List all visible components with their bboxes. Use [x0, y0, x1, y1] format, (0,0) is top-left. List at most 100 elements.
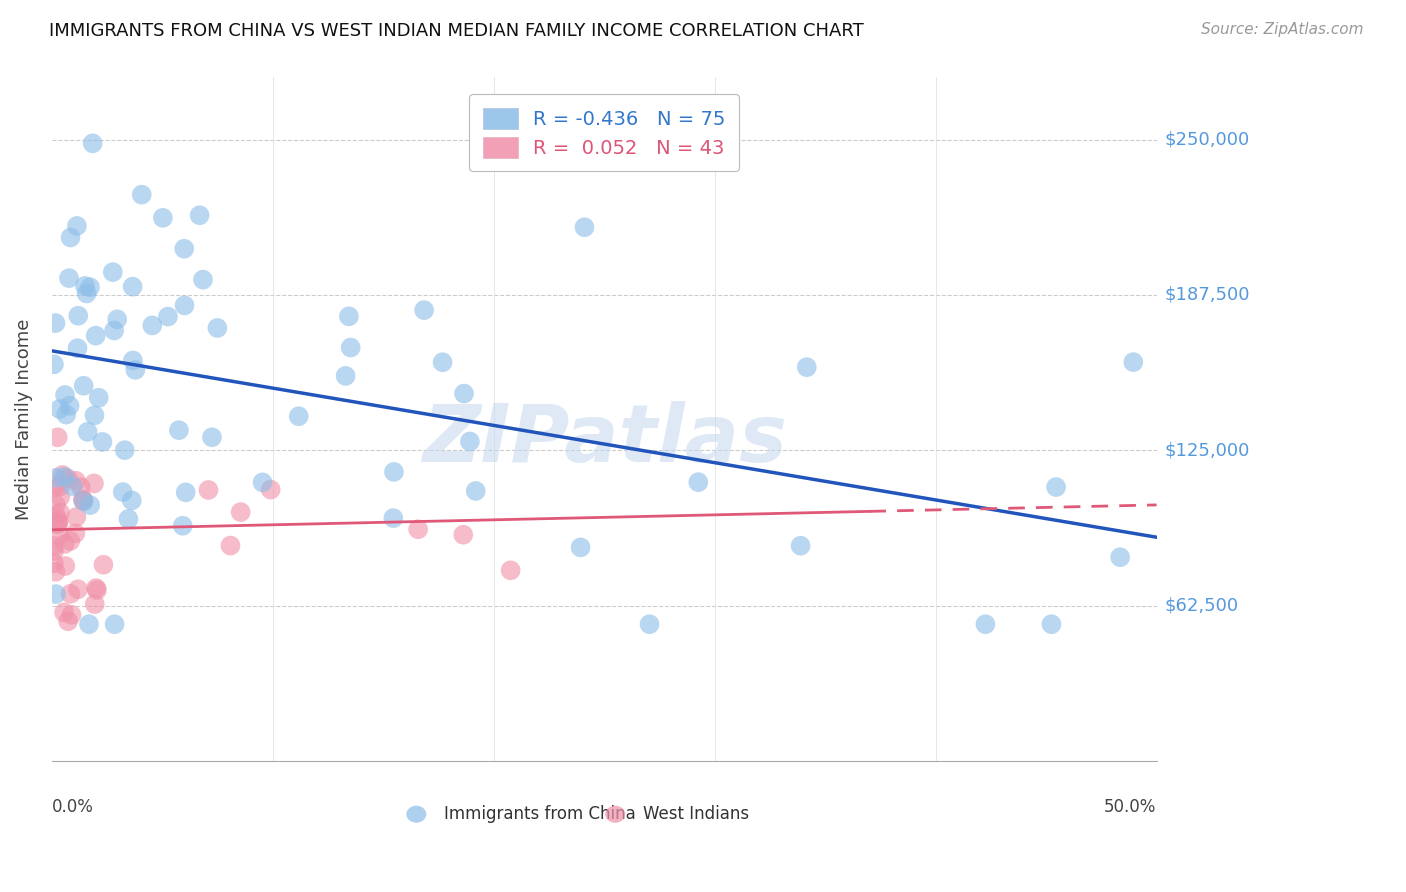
Point — [42, 544, 65, 558]
Point — [201, 430, 224, 444]
Point — [76, 425, 98, 439]
Point — [453, 386, 475, 401]
Point — [66, 341, 89, 355]
Point — [76, 286, 98, 301]
Text: ZIPatlas: ZIPatlas — [422, 401, 787, 479]
Point — [53, 388, 76, 402]
Ellipse shape — [605, 805, 626, 822]
Point — [42, 556, 65, 570]
Point — [87, 391, 110, 405]
Point — [173, 242, 195, 256]
Point — [66, 582, 89, 597]
Y-axis label: Median Family Income: Median Family Income — [15, 318, 32, 520]
Point — [172, 518, 194, 533]
Point — [84, 581, 107, 595]
Point — [83, 409, 105, 423]
Point — [1045, 480, 1067, 494]
Text: IMMIGRANTS FROM CHINA VS WEST INDIAN MEDIAN FAMILY INCOME CORRELATION CHART: IMMIGRANTS FROM CHINA VS WEST INDIAN MED… — [49, 22, 863, 40]
Point — [131, 187, 153, 202]
Point — [62, 479, 84, 493]
Point — [974, 617, 997, 632]
Point — [59, 230, 82, 244]
Point — [117, 512, 139, 526]
Point — [59, 533, 82, 548]
Point — [46, 517, 69, 532]
Point — [111, 485, 134, 500]
Point — [432, 355, 454, 369]
Point — [569, 541, 592, 555]
Point — [114, 443, 136, 458]
Point — [65, 510, 87, 524]
Text: 50.0%: 50.0% — [1104, 798, 1157, 816]
Point — [174, 485, 197, 500]
Point — [789, 539, 811, 553]
Point — [67, 309, 90, 323]
Point — [1109, 550, 1132, 565]
Point — [59, 587, 82, 601]
Point — [45, 498, 67, 512]
Point — [103, 324, 125, 338]
Point — [229, 505, 252, 519]
Point — [73, 279, 96, 293]
Point — [69, 480, 91, 494]
Point — [260, 483, 283, 497]
Point — [103, 617, 125, 632]
Point — [45, 509, 67, 524]
Point — [406, 522, 429, 536]
Point — [84, 328, 107, 343]
Point — [191, 273, 214, 287]
Point — [141, 318, 163, 333]
Point — [156, 310, 179, 324]
Point — [82, 136, 104, 151]
Point — [574, 220, 596, 235]
Point — [464, 483, 486, 498]
Point — [48, 528, 70, 542]
Point — [252, 475, 274, 490]
Point — [458, 434, 481, 449]
Point — [56, 614, 79, 628]
Point — [197, 483, 219, 497]
Point — [42, 539, 65, 553]
Point — [121, 493, 143, 508]
Point — [58, 399, 80, 413]
Point — [413, 303, 436, 318]
Point — [337, 310, 360, 324]
Point — [638, 617, 661, 632]
Point — [48, 402, 70, 417]
Point — [46, 430, 69, 444]
Point — [167, 423, 190, 437]
Point — [382, 511, 405, 525]
Text: $125,000: $125,000 — [1166, 442, 1250, 459]
Point — [53, 606, 76, 620]
Point — [44, 565, 66, 579]
Point — [79, 280, 101, 294]
Point — [121, 279, 143, 293]
Point — [44, 480, 66, 494]
Point — [122, 353, 145, 368]
Point — [124, 363, 146, 377]
Point — [45, 587, 67, 601]
Point — [49, 490, 72, 504]
Point — [93, 558, 115, 572]
Legend: R = -0.436   N = 75, R =  0.052   N = 43: R = -0.436 N = 75, R = 0.052 N = 43 — [470, 94, 740, 171]
Point — [188, 208, 211, 222]
Point — [53, 469, 76, 483]
Point — [46, 516, 69, 530]
Point — [83, 597, 105, 611]
Point — [60, 607, 83, 622]
Text: Immigrants from China: Immigrants from China — [444, 805, 636, 823]
Point — [72, 494, 94, 508]
Point — [1040, 617, 1063, 632]
Point — [53, 537, 76, 551]
Point — [44, 316, 66, 330]
Text: West Indians: West Indians — [643, 805, 749, 823]
Point — [72, 492, 94, 507]
Point — [382, 465, 405, 479]
Point — [688, 475, 710, 490]
Point — [335, 368, 357, 383]
Point — [56, 471, 79, 485]
Point — [65, 474, 87, 488]
Point — [72, 493, 94, 508]
Ellipse shape — [406, 805, 426, 822]
Point — [152, 211, 174, 225]
